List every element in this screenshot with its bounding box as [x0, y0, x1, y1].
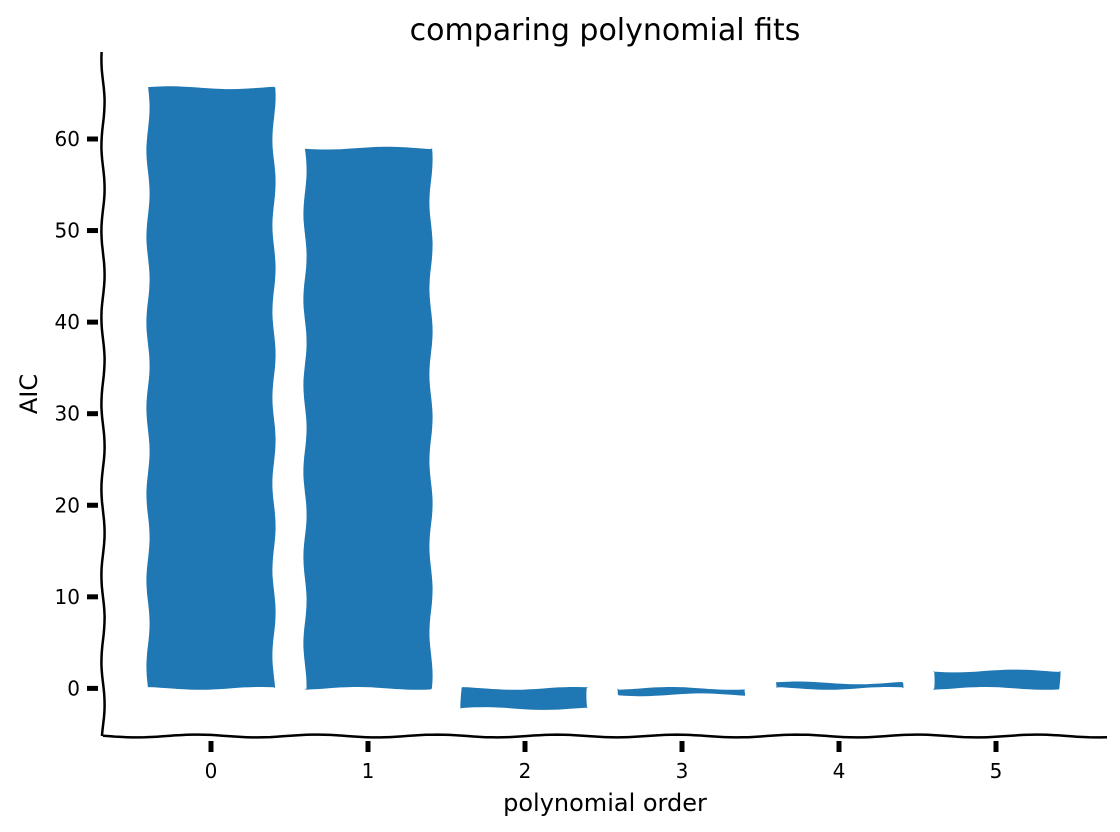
- bar-3: [617, 687, 746, 697]
- x-tick-label: 4: [833, 759, 846, 783]
- y-tick-label: 20: [55, 493, 80, 517]
- y-tick-label: 0: [67, 676, 80, 700]
- x-tick-label: 5: [990, 759, 1003, 783]
- y-tick-label: 50: [55, 219, 80, 243]
- bars: [146, 86, 1061, 710]
- y-axis: 0 10 20 30 40 50 60: [55, 51, 106, 737]
- chart-title: comparing polynomial fits: [410, 13, 801, 48]
- x-axis: 0 1 2 3 4 5: [102, 733, 1108, 783]
- x-tick-label: 0: [205, 759, 218, 783]
- y-tick-label: 30: [55, 402, 80, 426]
- y-axis-line: [100, 51, 106, 737]
- y-tick-label: 10: [55, 585, 80, 609]
- x-tick-label: 1: [362, 759, 375, 783]
- y-axis-label: AIC: [15, 374, 43, 414]
- y-tick-label: 60: [55, 127, 80, 151]
- y-tick-label: 40: [55, 310, 80, 334]
- bar-5: [933, 669, 1061, 690]
- bar-0: [146, 86, 276, 690]
- bar-1: [303, 146, 433, 690]
- x-tick-label: 2: [519, 759, 532, 783]
- bar-2: [460, 687, 588, 710]
- bar-4: [776, 681, 904, 690]
- x-axis-label: polynomial order: [503, 789, 707, 817]
- x-tick-label: 3: [676, 759, 689, 783]
- x-axis-line: [102, 733, 1108, 739]
